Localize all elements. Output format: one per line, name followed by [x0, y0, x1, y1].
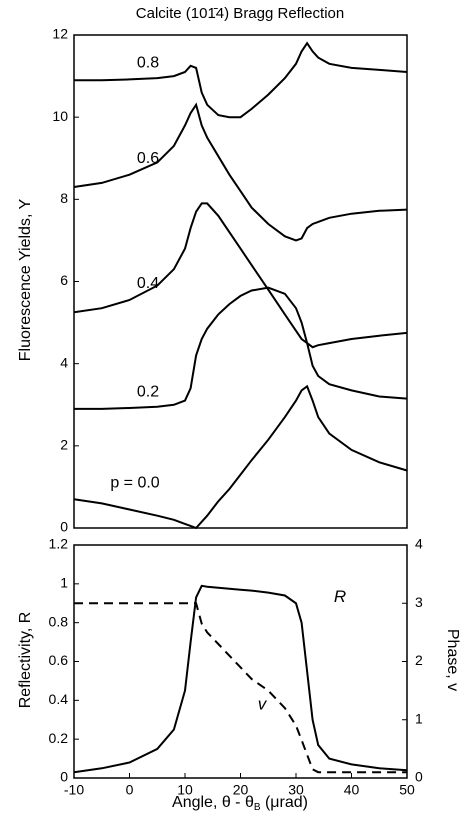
y2-tick-label: 4: [415, 536, 423, 552]
y-tick-label: 0.2: [49, 730, 69, 746]
series-line: [74, 286, 408, 410]
y2-tick-label: 3: [415, 594, 423, 610]
x-tick-label: 30: [288, 782, 304, 798]
series-label: v: [258, 695, 268, 714]
y-tick-label: 1: [60, 575, 68, 591]
x-tick-label: 40: [344, 782, 360, 798]
series-label: 0.8: [137, 55, 159, 72]
series-line: [73, 384, 408, 530]
y-tick-label: 12: [52, 26, 68, 42]
series-line: [74, 602, 407, 774]
series-line: [73, 584, 408, 774]
x-axis-label-sub: B: [254, 802, 261, 813]
chart-title: Calcite (101̄4) Bragg Reflection: [136, 5, 344, 22]
y-tick-label: 2: [60, 437, 68, 453]
series-label: R: [334, 587, 346, 606]
x-tick-label: 10: [177, 782, 193, 798]
series-label: 0.6: [137, 150, 159, 167]
x-tick-label: -10: [64, 782, 84, 798]
x-tick-label: 0: [126, 782, 134, 798]
y-tick-label: 0.4: [49, 691, 69, 707]
series-line: [73, 202, 408, 349]
series-label: 0.2: [137, 383, 159, 400]
y2-axis-label: Phase, v: [444, 629, 461, 691]
y-tick-label: 0.6: [49, 652, 69, 668]
plot-frame: [73, 34, 408, 529]
y-tick-label: 0.8: [49, 613, 69, 629]
y-tick-label: 1.2: [49, 536, 69, 552]
x-axis-label: Angle, θ - θB (μrad): [172, 794, 308, 812]
y-tick-label: 0: [60, 769, 68, 785]
y-tick-label: 4: [60, 354, 68, 370]
y2-tick-label: 2: [415, 652, 423, 668]
y-tick-label: 0: [60, 519, 68, 535]
y-tick-label: 8: [60, 190, 68, 206]
x-tick-label: 20: [233, 782, 249, 798]
x-tick-label: 50: [399, 782, 415, 798]
series-label: 0.4: [137, 275, 159, 292]
plot-frame: [73, 544, 408, 779]
y-axis-label: Fluorescence Yields, Y: [17, 198, 34, 361]
y2-tick-label: 1: [415, 710, 423, 726]
x-axis-label-end: (μrad): [261, 794, 308, 811]
series-line: [74, 41, 408, 119]
y-axis-label: Reflectivity, R: [17, 612, 34, 709]
series-line: [73, 102, 408, 242]
series-label: p = 0.0: [110, 475, 159, 492]
y-tick-label: 10: [52, 108, 68, 124]
y2-tick-label: 0: [415, 769, 423, 785]
x-axis-label-main: Angle, θ - θ: [172, 794, 254, 811]
y-tick-label: 6: [60, 272, 68, 288]
